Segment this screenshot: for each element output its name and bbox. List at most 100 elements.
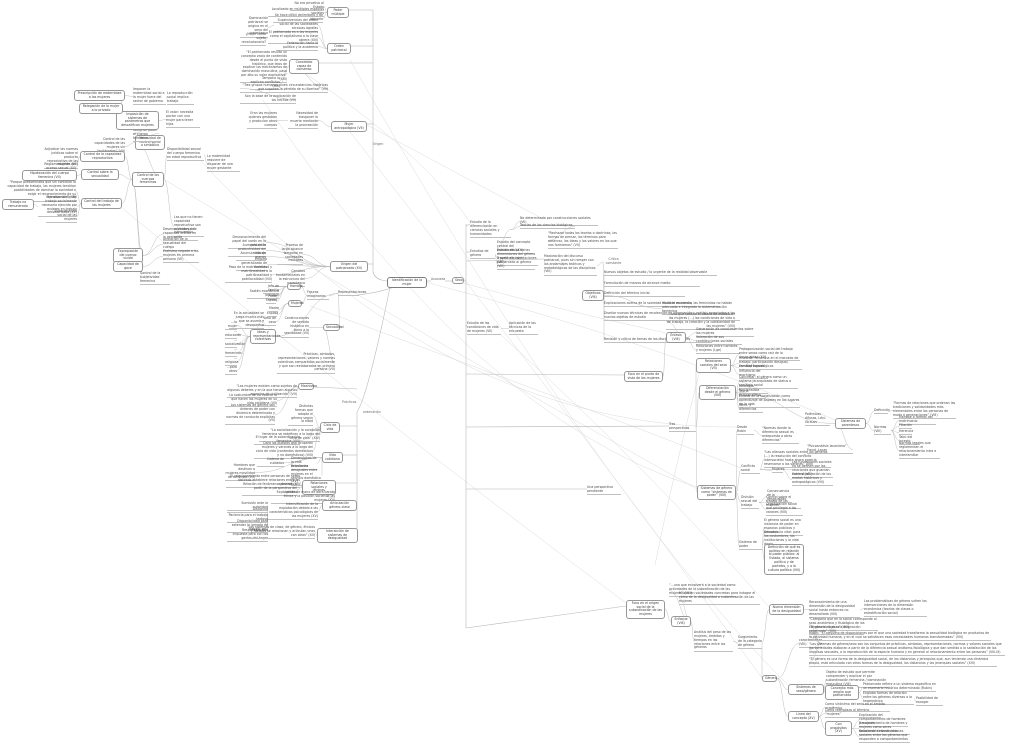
mindmap-node-hl3[interactable]: …socialización bbox=[225, 338, 245, 349]
mindmap-node-c3[interactable]: Imponer la maternidad social a la mujer … bbox=[133, 87, 166, 105]
mindmap-node-cc1[interactable]: Maduración del discurso patriarcal, pues… bbox=[544, 254, 597, 276]
mindmap-node-o2[interactable]: Formulación de marcos de alcance medio bbox=[604, 281, 700, 288]
mindmap-node-o6[interactable]: Revisión y crítica de temas de las disci… bbox=[604, 337, 712, 344]
mindmap-node-en2[interactable]: Valoración de sus contribuciones sociale… bbox=[696, 335, 742, 346]
mindmap-node-rss[interactable]: Relaciones sociales del sexo (VII) bbox=[696, 358, 731, 374]
mindmap-node-f3[interactable]: Acumulación de granos bbox=[236, 251, 266, 262]
mindmap-node-dg5[interactable]: Ident. y diferencias bbox=[739, 403, 763, 414]
mindmap-node-gen[interactable]: Género bbox=[762, 675, 777, 683]
mindmap-node-cp3[interactable]: Relacionar determinaciones sociales entr… bbox=[859, 729, 910, 743]
mindmap-node-c10[interactable]: Disponibilidad sexual del cuerpo femenin… bbox=[167, 147, 204, 162]
mindmap-node-hl2[interactable]: …educación bbox=[225, 329, 241, 340]
link-label-origlbl[interactable]: Origen bbox=[372, 142, 384, 146]
mindmap-node-c22[interactable]: Control del trabajo de las mujeres bbox=[81, 198, 122, 210]
mindmap-node-m12[interactable]: Relación de fenómenos sociales a partir … bbox=[242, 482, 297, 497]
mindmap-node-rub1[interactable]: Desde Rubin bbox=[737, 425, 754, 436]
mindmap-node-poldif[interactable]: Polémicas difusas, Lévi-Strauss bbox=[805, 412, 830, 427]
mindmap-node-vidac[interactable]: Vida cotidiana bbox=[322, 452, 343, 464]
mindmap-node-foco[interactable]: Foco en el punto de vista de las mujeres bbox=[624, 371, 663, 383]
mindmap-node-t1[interactable]: No era privativo al Estado bbox=[290, 1, 324, 12]
mindmap-node-gq2[interactable]: “El género no es una asignación construi… bbox=[809, 625, 864, 636]
mindmap-node-m4[interactable]: “La socialización y la condición femenin… bbox=[259, 428, 320, 443]
mindmap-node-t7[interactable]: El patriarcado es a las mujeres como el … bbox=[268, 30, 318, 45]
mindmap-node-x1[interactable]: Desenvolvimiento de capacidad erótica en… bbox=[163, 227, 198, 242]
mindmap-node-sexd[interactable]: Sexualidad bbox=[323, 324, 344, 332]
mindmap-node-g3[interactable]: Padre bbox=[268, 294, 277, 301]
mindmap-node-np3[interactable]: Herencia bbox=[899, 429, 913, 436]
mindmap-node-lc2[interactable]: Como reemplazo al término “mujeres” bbox=[825, 708, 881, 719]
mindmap-node-gq3[interactable]: Rubin: “El conjunto de disposiciones por… bbox=[809, 631, 991, 642]
mindmap-node-h0[interactable]: En la actualidad se juega mucho más que … bbox=[229, 311, 264, 329]
mindmap-node-persp[interactable]: Una perspectiva pendiente bbox=[587, 485, 621, 496]
mindmap-node-qmuch[interactable]: Mucho en sociedades concretas para indag… bbox=[679, 591, 760, 606]
mindmap-node-c16[interactable]: Control sobre la sexualidad bbox=[81, 169, 119, 181]
mindmap-node-c1[interactable]: Prescripción de maternidad a las mujeres bbox=[74, 90, 125, 102]
mindmap-node-t11[interactable]: Eran las mujeres quienes gestaban y prod… bbox=[247, 111, 277, 129]
mindmap-node-sispar[interactable]: Sistemas de parentesco bbox=[835, 418, 866, 430]
mindmap-node-ctx[interactable]: Contextualización de los modos histórico… bbox=[792, 472, 833, 487]
mindmap-node-ds1[interactable]: Consecuencia de la desigualdad bbox=[767, 489, 792, 504]
mindmap-node-rs1[interactable]: Protagonización social del trabajo entre… bbox=[739, 347, 800, 362]
mindmap-node-t6[interactable]: ¿Mujer como sujeto revolucionario? bbox=[240, 32, 266, 47]
mindmap-node-linea[interactable]: Línea del concepto (XV) bbox=[788, 711, 819, 723]
link-label-asoc[interactable]: Asociada bbox=[431, 277, 446, 281]
mindmap-node-lc1[interactable]: Como sinónimo del sexo en el ámbito acad… bbox=[825, 702, 890, 713]
mindmap-node-m5[interactable]: El lugar de la subordinación femenina (V… bbox=[254, 435, 300, 446]
mindmap-node-dg2[interactable]: Ideología funcionalista bbox=[739, 384, 768, 395]
mindmap-node-spdef[interactable]: Definición bbox=[874, 408, 890, 415]
mindmap-node-confl[interactable]: Conflicto social bbox=[741, 464, 760, 475]
mindmap-node-b2[interactable]: Disciplina bbox=[227, 507, 268, 514]
mindmap-node-ds2[interactable]: Control sobre el trabajo de las mujeres bbox=[766, 495, 801, 510]
mindmap-node-en1[interactable]: Generación de conocimientos sobre las mu… bbox=[696, 327, 754, 338]
mindmap-node-rs4[interactable]: Influencia del machismo bbox=[739, 369, 768, 380]
mindmap-node-c21[interactable]: Subordinación social de las mujeres bbox=[46, 209, 77, 224]
mindmap-node-hl4[interactable]: …femeninos bbox=[225, 347, 242, 358]
mindmap-node-cp2[interactable]: Reconocimiento de hombres y mujeres como… bbox=[859, 721, 910, 736]
mindmap-node-r2[interactable]: Estudio del concepto central del patriar… bbox=[497, 240, 533, 255]
mindmap-node-poder[interactable]: Poder múltiple bbox=[327, 7, 349, 19]
mindmap-node-b3[interactable]: Paciencia para el trabajo tedioso bbox=[227, 513, 268, 524]
mindmap-node-repr[interactable]: Representaciones bbox=[338, 290, 366, 297]
mindmap-node-ca1[interactable]: Patriarcado refiere a un sistema específ… bbox=[863, 682, 936, 693]
mindmap-node-hl5[interactable]: …religiosa bbox=[225, 356, 238, 367]
mindmap-node-cprop[interactable]: Con propósitos (XV) bbox=[825, 721, 852, 737]
mindmap-node-x6[interactable]: Erotismo negado a las mujeres en primera… bbox=[163, 249, 199, 264]
mindmap-node-difg[interactable]: Diferenciación desde el género (VIII) bbox=[699, 385, 736, 401]
mindmap-node-orig[interactable]: Origen del patriarcado (XII) bbox=[330, 261, 368, 273]
mindmap-node-ideas[interactable]: Ideas y representaciones colectivas bbox=[250, 329, 281, 345]
mindmap-node-m11[interactable]: El relacionamiento entre personas de sex… bbox=[226, 474, 300, 489]
mindmap-node-m2[interactable]: Los sistemas de género son órdenes de po… bbox=[225, 403, 275, 425]
mindmap-node-h2[interactable]: Prácticas, símbolos, representaciones, v… bbox=[277, 352, 335, 374]
mindmap-node-r3b[interactable]: Trayectoria: del patriarcado al género (… bbox=[497, 256, 535, 271]
mindmap-node-spnor[interactable]: Normas (VIII) bbox=[874, 425, 891, 436]
mindmap-node-g7[interactable]: Ama de casa bbox=[261, 316, 276, 327]
mindmap-node-t12b[interactable]: Son la base de la explicación de los hec… bbox=[240, 94, 296, 105]
mindmap-node-t3[interactable]: Se hace difícil delimitarlo y de atacarl… bbox=[273, 13, 323, 24]
mindmap-node-h1[interactable]: Construcciones de sentido histórico en t… bbox=[281, 316, 309, 338]
mindmap-node-mujl[interactable]: Mujeres bbox=[772, 467, 784, 474]
mindmap-node-mach[interactable]: Machismo bbox=[298, 383, 317, 391]
mindmap-node-tresp[interactable]: Tres perspectivas bbox=[669, 422, 696, 433]
mindmap-node-t5[interactable]: Supervivencias del orden social de las s… bbox=[274, 18, 318, 33]
mindmap-node-hl6[interactable]: …para otros bbox=[225, 365, 237, 376]
mindmap-node-m3[interactable]: Distintas formas que adopta el género se… bbox=[288, 404, 313, 426]
mindmap-node-m13[interactable]: Explotación de mano de obra barata étnic… bbox=[271, 490, 335, 505]
mindmap-node-ciclo[interactable]: Ciclo de vida bbox=[320, 422, 340, 434]
mindmap-node-enfq[interactable]: Enfoque (VIII) bbox=[671, 616, 691, 628]
mindmap-node-gcla[interactable]: Articulación género-clase bbox=[322, 500, 357, 512]
mindmap-node-enf[interactable]: Énfasis (VIII) bbox=[666, 332, 686, 344]
mindmap-node-sp1[interactable]: El género social es una instancia de pod… bbox=[764, 518, 803, 536]
mindmap-node-campl[interactable]: Concepto más amplio que patriarcado bbox=[825, 685, 859, 701]
mindmap-node-anal[interactable]: Análisis del peso de las mujeres, ámbito… bbox=[694, 630, 733, 652]
mindmap-node-sexo[interactable]: Sexo bbox=[452, 277, 464, 285]
mindmap-node-g4[interactable]: Esposo bbox=[266, 298, 277, 305]
mindmap-node-g6[interactable]: Esposa bbox=[267, 311, 278, 318]
mindmap-node-obj[interactable]: Objetivos (VIII) bbox=[582, 290, 604, 302]
mindmap-node-o4[interactable]: Explicaciones acerca de la sociedad divi… bbox=[604, 301, 720, 308]
mindmap-node-c5[interactable]: Imposición de sistemas de parámetros que… bbox=[116, 111, 159, 130]
mindmap-node-rs2[interactable]: Inserción femenina en el mercado de trab… bbox=[739, 356, 802, 371]
mindmap-node-o1[interactable]: Nuevos objetos de estudio / lo urgente d… bbox=[604, 270, 717, 277]
mindmap-node-g5[interactable]: Madre bbox=[269, 306, 279, 313]
mindmap-node-f5[interactable]: Paso de la matrifocalidad y matrilineali… bbox=[225, 265, 272, 283]
mindmap-node-c13[interactable]: Control de la capacidad reproductiva bbox=[80, 151, 125, 163]
